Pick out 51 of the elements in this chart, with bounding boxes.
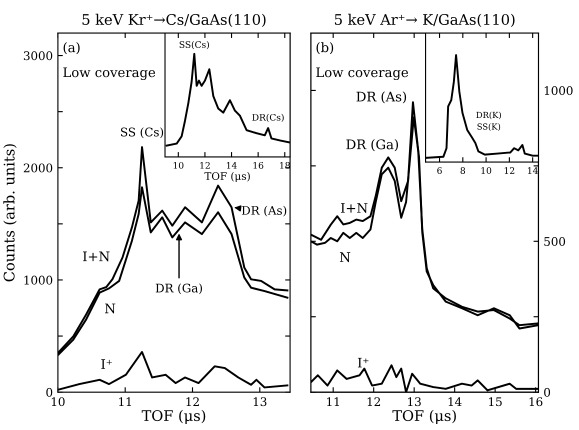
annotation: DR(Cs)	[252, 114, 284, 122]
annotation: Low coverage	[63, 67, 156, 80]
y2-tick-label: 0	[544, 388, 550, 397]
annotation: N	[105, 304, 116, 314]
chart-title: 5 keV Ar⁺→ K/GaAs(110)	[334, 14, 515, 28]
x-tick-label: 16	[530, 397, 542, 406]
chart-title: 5 keV Kr⁺→Cs/GaAs(110)	[82, 14, 266, 28]
annotation: I⁺	[358, 358, 368, 368]
x-tick-label: 6	[437, 167, 442, 174]
x-axis-title: TOF (μs)	[142, 410, 206, 424]
x-tick-label: 14	[528, 167, 538, 174]
x-tick-label: 11	[327, 397, 340, 406]
y-tick-label: 0	[46, 388, 52, 397]
annotation: DR(K)	[476, 112, 501, 120]
annotation: DR (As)	[242, 206, 286, 217]
y-tick-label: 1000	[24, 276, 52, 285]
x-tick-label: 11	[119, 397, 132, 406]
x-tick-label: 10	[481, 167, 492, 174]
x-tick-label: 8	[460, 167, 466, 174]
x-tick-label: 12	[200, 162, 210, 169]
annotation: SS(Cs)	[180, 40, 209, 50]
x-tick-label: 13	[254, 397, 266, 406]
y-axis-title: Counts (arb. units)	[3, 144, 17, 282]
annotation: SS (Cs)	[121, 127, 164, 138]
x-tick-label: 15	[489, 397, 502, 406]
y2-tick-label: 500	[544, 237, 566, 246]
annotation: DR (Ga)	[346, 139, 398, 152]
annotation: N	[340, 252, 350, 262]
y2-tick-label: 1000	[544, 86, 573, 96]
annotation: SS(K)	[477, 123, 500, 131]
x-axis-title: TOF (μs)	[392, 410, 456, 424]
x-tick-label: 13	[408, 397, 421, 406]
annotation: I+N	[83, 252, 110, 262]
x-tick-label: 10	[52, 397, 65, 406]
annotation: DR (As)	[356, 91, 406, 104]
annotation: I⁺	[101, 359, 112, 369]
x-tick-label: 12	[186, 397, 199, 406]
x-tick-label: 12	[504, 167, 514, 174]
annotation: I+N	[340, 203, 368, 213]
annotation: DR (Ga)	[156, 283, 202, 294]
x-tick-label: 14	[226, 162, 237, 169]
x-tick-label: 14	[448, 397, 462, 406]
x-axis-title: TOF (μs)	[204, 172, 250, 182]
y-tick-label: 2000	[24, 163, 52, 172]
annotation: Low coverage	[316, 67, 408, 80]
annotation: (a)	[64, 42, 80, 54]
x-tick-label: 10	[174, 162, 184, 169]
x-tick-label: 12	[368, 397, 380, 406]
x-tick-label: 16	[254, 162, 264, 169]
y-tick-label: 3000	[24, 51, 52, 60]
annotation: (b)	[316, 42, 334, 54]
